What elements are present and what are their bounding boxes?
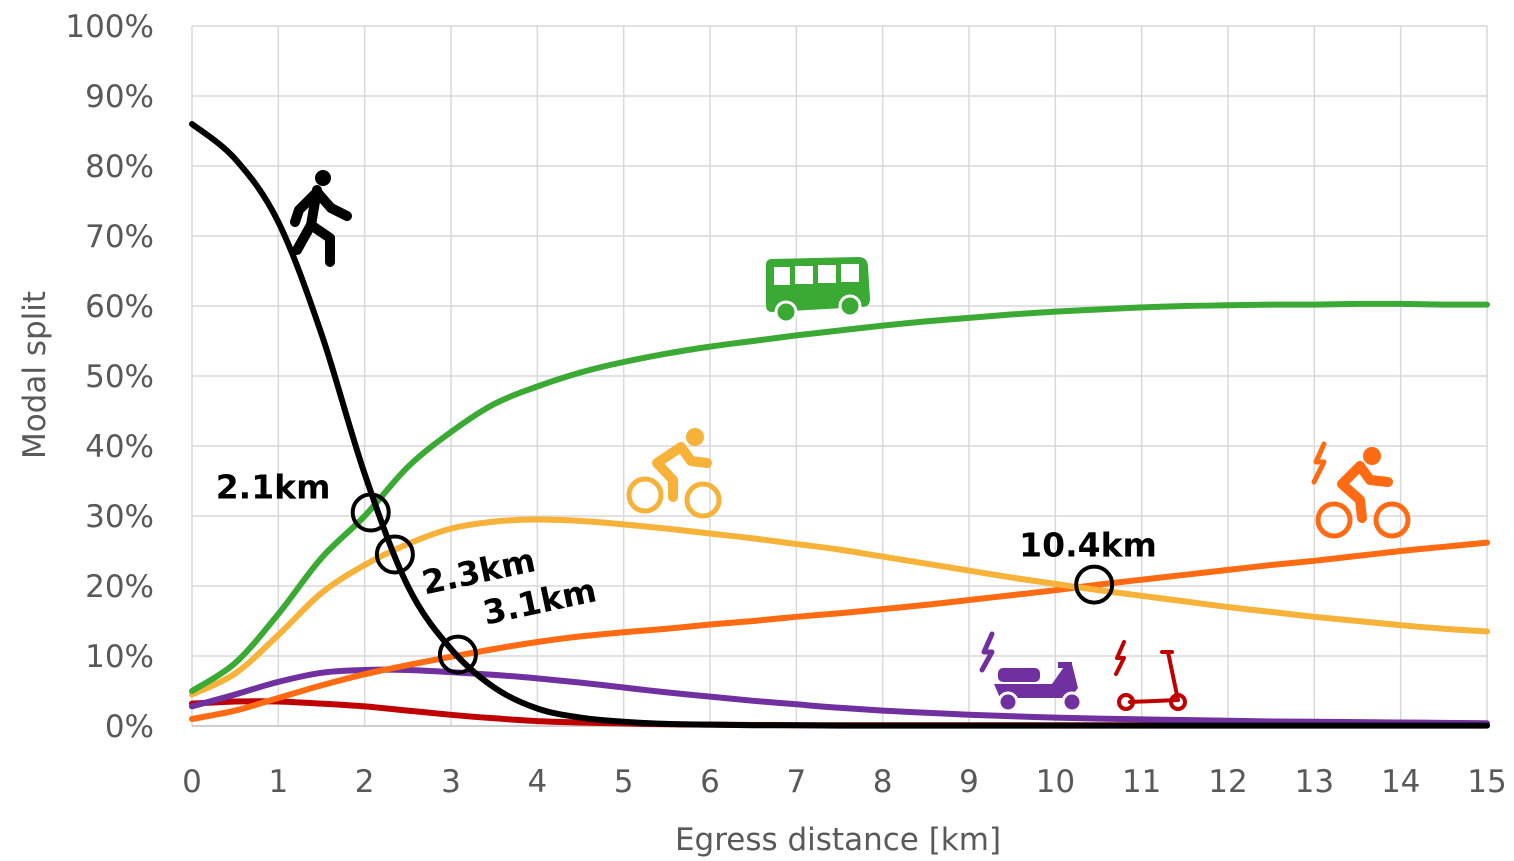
y-tick-label: 20% bbox=[85, 569, 154, 605]
x-tick-label: 4 bbox=[527, 764, 547, 800]
x-tick-label: 0 bbox=[182, 764, 202, 800]
crossing-marker bbox=[1074, 564, 1115, 605]
y-tick-label: 80% bbox=[85, 149, 154, 185]
y-axis-ticks: 0% 10% 20% 30% 40% 50% 60% 70% 80% 90% 100% bbox=[65, 9, 154, 745]
y-tick-label: 40% bbox=[85, 429, 154, 465]
bus-icon bbox=[766, 257, 870, 324]
bicycle-icon bbox=[626, 428, 722, 519]
y-tick-label: 90% bbox=[85, 79, 154, 115]
x-tick-label: 1 bbox=[268, 764, 288, 800]
crossing-marker bbox=[437, 634, 478, 675]
y-tick-label: 50% bbox=[85, 359, 154, 395]
x-tick-label: 11 bbox=[1122, 764, 1161, 800]
x-tick-label: 9 bbox=[959, 764, 979, 800]
x-tick-label: 3 bbox=[441, 764, 461, 800]
series-line-e-bike bbox=[189, 539, 1490, 722]
x-tick-label: 12 bbox=[1208, 764, 1247, 800]
x-tick-label: 13 bbox=[1295, 764, 1334, 800]
x-axis-title: Egress distance [km] bbox=[675, 822, 1001, 858]
y-tick-label: 10% bbox=[85, 639, 154, 675]
e-bike-icon bbox=[1311, 441, 1411, 539]
x-tick-label: 2 bbox=[355, 764, 375, 800]
e-moped-icon bbox=[979, 631, 1083, 713]
x-axis-ticks: 0 1 2 3 4 5 6 7 8 9 10 11 12 13 14 15 bbox=[182, 764, 1507, 800]
y-axis-title: Modal split bbox=[17, 291, 53, 459]
crossing-marker bbox=[374, 534, 415, 575]
series-line-bus bbox=[189, 300, 1490, 694]
x-tick-label: 14 bbox=[1381, 764, 1420, 800]
crossing-label: 10.4km bbox=[1019, 526, 1157, 565]
x-tick-label: 8 bbox=[873, 764, 893, 800]
y-tick-label: 70% bbox=[85, 219, 154, 255]
y-tick-label: 0% bbox=[105, 709, 154, 745]
x-tick-label: 5 bbox=[614, 764, 634, 800]
y-tick-label: 60% bbox=[85, 289, 154, 325]
series-line-walking-person bbox=[189, 121, 1490, 729]
x-tick-label: 7 bbox=[786, 764, 806, 800]
crossing-marker bbox=[350, 492, 391, 533]
e-scooter-icon bbox=[1114, 640, 1187, 711]
x-tick-label: 6 bbox=[700, 764, 720, 800]
series-line-e-moped bbox=[189, 666, 1490, 727]
walking-person-icon bbox=[290, 170, 352, 267]
x-tick-label: 10 bbox=[1036, 764, 1075, 800]
grid bbox=[191, 25, 1488, 727]
crossing-label: 2.1km bbox=[216, 468, 331, 507]
x-tick-label: 15 bbox=[1467, 764, 1506, 800]
y-tick-label: 30% bbox=[85, 499, 154, 535]
series-lines bbox=[189, 121, 1490, 729]
y-tick-label: 100% bbox=[65, 9, 154, 45]
